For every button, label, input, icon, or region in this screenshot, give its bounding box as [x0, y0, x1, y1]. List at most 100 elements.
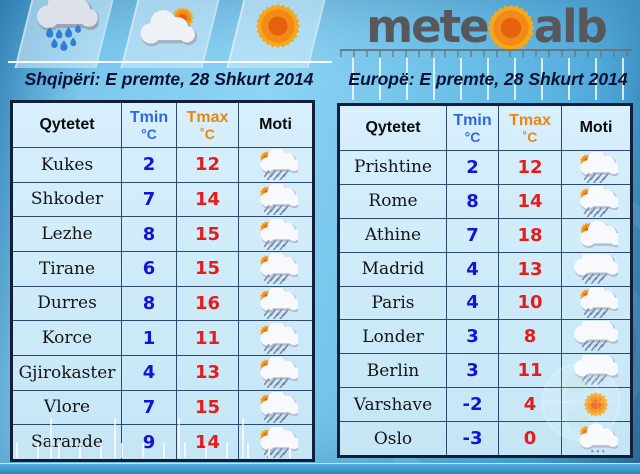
header: mete alb	[0, 0, 640, 68]
tmax-value: 8	[498, 319, 562, 355]
weather-row: Gjirokaster 4 13	[11, 354, 314, 391]
city-name: Prishtine	[338, 150, 447, 185]
tmax-value: 12	[498, 150, 562, 185]
city-name: Shkoder	[11, 181, 122, 218]
tmin-value: 4	[446, 251, 499, 287]
tmin-label: Tmin	[129, 108, 169, 126]
weather-icon-cell	[561, 285, 632, 321]
tmin-value: 7	[121, 181, 177, 218]
tmin-value: 3	[446, 353, 499, 389]
logo-text-mete: mete	[366, 0, 489, 53]
header-row: Qytetet Tmin °C Tmax ˚C Moti	[11, 101, 314, 148]
weather-row: Kukes 2 12	[11, 147, 314, 183]
bottom-bar	[0, 463, 640, 474]
tmax-value: 0	[498, 421, 562, 457]
meteoalb-logo: mete alb	[336, 0, 636, 57]
cloud-rain-icon	[574, 253, 618, 285]
city-name: Korce	[11, 320, 122, 356]
sun-cloud-rain-icon	[254, 218, 298, 250]
weather-icon-cell	[238, 354, 314, 391]
col-header-tmin: Tmin °C	[446, 104, 499, 151]
tmax-value: 14	[176, 424, 239, 461]
europe-subtitle: Europë: E premte, 28 Shkurt 2014	[348, 69, 628, 89]
tmax-label: Tmax	[186, 108, 229, 126]
col-header-moti: Moti	[238, 101, 314, 148]
weather-icon-cell	[238, 147, 314, 183]
weather-icon-cell	[561, 183, 632, 219]
tmax-value: 13	[498, 251, 562, 287]
sun-icon	[252, 0, 304, 52]
decor-panel-partly-cloudy	[120, 0, 222, 68]
city-name: Athine	[338, 217, 447, 253]
weather-row: Londer 3 8	[338, 319, 632, 355]
sun-cloud-rain-icon	[574, 185, 618, 217]
sun-cloud-rain-icon	[254, 357, 298, 389]
city-name: Madrid	[338, 251, 447, 287]
weather-row: Varshave -2 4	[338, 387, 632, 422]
weather-row: Rome 8 14	[338, 183, 632, 219]
logo-sun-icon	[485, 2, 537, 54]
tmax-value: 12	[176, 147, 239, 183]
tmax-value: 16	[176, 285, 239, 322]
sun-cloud-rain-icon	[254, 322, 298, 354]
weather-icon-cell	[561, 150, 632, 185]
weather-icon-cell	[561, 217, 632, 253]
weather-row: Lezhe 8 15	[11, 216, 314, 252]
city-name: Rome	[338, 183, 447, 219]
weather-icon-cell	[238, 320, 314, 356]
tmin-value: 7	[121, 389, 177, 426]
city-name: Oslo	[338, 421, 447, 457]
weather-icon-cell	[561, 353, 632, 389]
city-name: Sarande	[11, 424, 122, 461]
tmax-value: 14	[498, 183, 562, 219]
sun-icon	[574, 389, 618, 420]
tmin-unit: °C	[141, 125, 157, 142]
cloud-rain-icon	[574, 321, 618, 352]
rain-cloud-icon	[33, 0, 99, 56]
weather-icon-cell	[561, 251, 632, 287]
tmin-unit: °C	[464, 128, 481, 145]
tmin-value: -3	[446, 421, 499, 457]
tmax-label: Tmax	[509, 111, 551, 129]
col-header-tmax: Tmax ˚C	[176, 101, 239, 148]
decor-panel-rain	[14, 0, 116, 68]
logo-text-alb: alb	[533, 0, 608, 53]
tmax-value: 10	[498, 285, 562, 321]
header-row: Qytetet Tmin °C Tmax ˚C Moti	[338, 104, 632, 151]
weather-icon-cell	[238, 389, 314, 426]
tmin-value: 7	[446, 217, 499, 253]
weather-row: Tirane 6 15	[11, 250, 314, 287]
weather-row: Oslo -3 0	[338, 421, 632, 457]
sun-cloud-icon	[138, 4, 206, 48]
weather-icon-cell	[561, 421, 632, 457]
header-divider-line	[8, 61, 332, 63]
tmin-value: 4	[121, 354, 177, 391]
col-header-tmax: Tmax ˚C	[498, 104, 562, 151]
sun-cloud-dots-icon	[574, 423, 618, 454]
tmin-value: 2	[121, 147, 177, 183]
sun-cloud-rain-icon	[574, 151, 618, 183]
col-header-tmin: Tmin °C	[121, 101, 177, 148]
city-name: Durres	[11, 285, 122, 322]
tmin-value: 1	[121, 320, 177, 356]
tmax-unit: ˚C	[200, 125, 215, 142]
weather-row: Shkoder 7 14	[11, 181, 314, 218]
tmin-value: 3	[446, 319, 499, 355]
weather-row: Vlore 7 15	[11, 389, 314, 426]
tmax-value: 11	[498, 353, 562, 389]
tmin-label: Tmin	[453, 111, 492, 129]
sun-cloud-rain-icon	[574, 287, 618, 319]
city-name: Gjirokaster	[11, 354, 122, 391]
tmin-value: 2	[446, 150, 499, 185]
sun-cloud-rain-icon	[254, 287, 298, 319]
weather-icon-cell	[238, 181, 314, 218]
city-name: Paris	[338, 285, 447, 321]
city-name: Varshave	[338, 387, 447, 422]
sun-cloud-rain-icon	[254, 183, 298, 215]
weather-row: Madrid 4 13	[338, 251, 632, 287]
sun-cloud-icon	[574, 220, 618, 251]
weather-icon-cell	[238, 250, 314, 287]
weather-row: Prishtine 2 12	[338, 150, 632, 185]
albania-table: Qytetet Tmin °C Tmax ˚C Moti Kukes 2 12 Shk…	[10, 100, 315, 462]
